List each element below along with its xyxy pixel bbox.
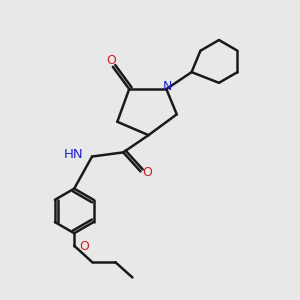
- Text: HN: HN: [64, 148, 84, 161]
- Text: N: N: [163, 80, 172, 93]
- Text: O: O: [142, 167, 152, 179]
- Text: O: O: [106, 54, 116, 67]
- Text: O: O: [80, 240, 89, 253]
